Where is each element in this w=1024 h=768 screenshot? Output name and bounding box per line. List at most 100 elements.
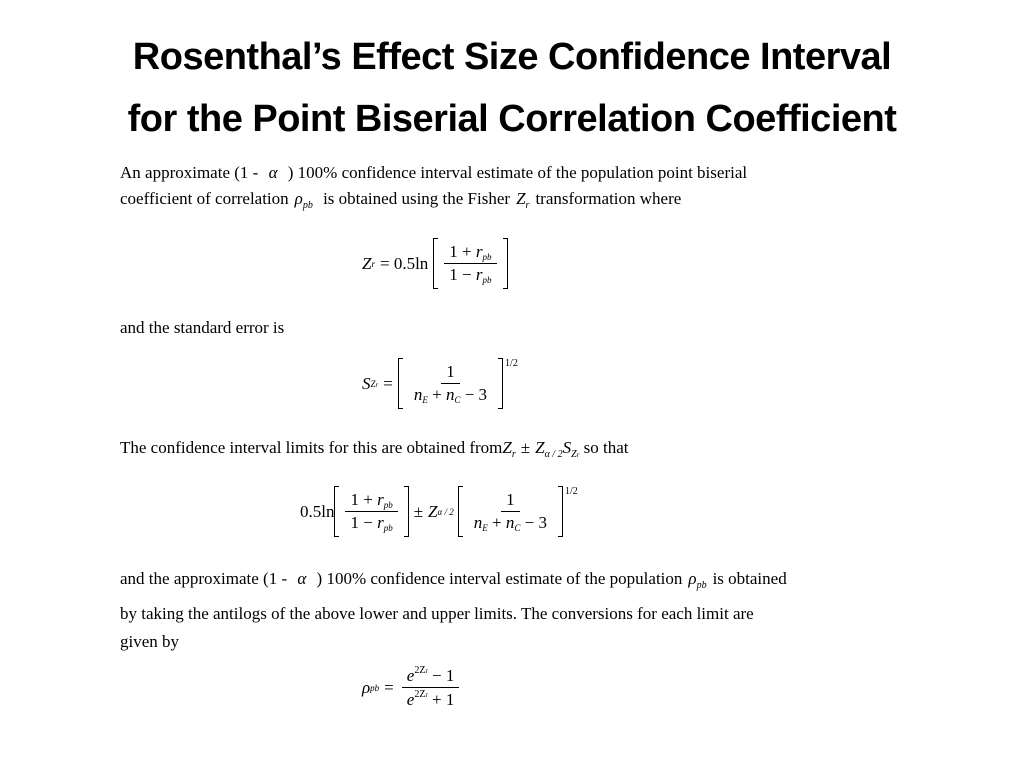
text: α <box>297 569 307 588</box>
text: r <box>375 380 379 389</box>
text: An approximate (1 - <box>120 163 263 182</box>
text: ρ <box>362 677 371 697</box>
text: Z <box>535 438 545 457</box>
text: 1 <box>501 489 520 512</box>
group: 1 + rpb <box>345 489 398 512</box>
text: 2Z <box>414 689 426 700</box>
text: is obtained using the Fisher <box>323 189 511 208</box>
text: n <box>473 513 483 532</box>
group: e2Zr + 1 <box>402 688 460 711</box>
paragraph: and the standard error is <box>120 315 284 341</box>
group: 1 − rpb <box>444 264 496 286</box>
text: r <box>511 449 516 460</box>
text: n <box>445 385 455 404</box>
text: 2Z <box>414 665 426 676</box>
text: pb <box>696 580 707 591</box>
paragraph: and the approximate (1 - α ) 100% confid… <box>120 566 787 655</box>
text: 1 − <box>449 265 472 284</box>
group: Zr <box>516 189 530 211</box>
text: r <box>475 265 483 284</box>
text: − 1 <box>432 666 455 685</box>
text: 1 <box>441 361 460 384</box>
text: e <box>406 666 415 685</box>
text: r <box>377 490 384 509</box>
text: = <box>383 373 393 393</box>
fraction: 1 nE + nC − 3 <box>469 489 552 534</box>
text: Z <box>502 438 512 457</box>
text: = 0.5ln <box>379 253 429 273</box>
group: 1 + rpb <box>444 241 497 264</box>
text: 1/2 <box>505 358 518 369</box>
text: n <box>413 385 423 404</box>
text: Z <box>370 378 376 389</box>
text: = <box>384 677 394 697</box>
text: pb <box>482 252 492 262</box>
title: for the Point Biserial Correlation Coeff… <box>127 98 897 140</box>
group: Zr <box>571 449 579 460</box>
text: r <box>576 451 580 459</box>
text: ρ <box>688 569 697 588</box>
text: pb <box>383 523 393 533</box>
group: ρpb <box>294 189 313 211</box>
text: pb <box>302 200 313 211</box>
text: Z <box>571 449 577 460</box>
group: nE + nC − 3 <box>409 384 492 406</box>
text: + <box>492 513 502 532</box>
text: C <box>454 395 461 405</box>
text: r <box>425 667 428 675</box>
fraction: 1 + rpb 1 − rpb <box>345 489 398 534</box>
text: 1 + <box>350 490 373 509</box>
text: 1 + <box>449 242 472 261</box>
text: n <box>505 513 515 532</box>
equation: ρ pb = e2Zr − 1 e2Zr + 1 <box>362 664 462 711</box>
text: transformation where <box>535 189 682 208</box>
title: Rosenthal’s Effect Size Confidence Inter… <box>132 36 892 78</box>
text: The confidence interval limits for this … <box>120 438 503 457</box>
text: S <box>562 438 572 457</box>
bracket: 1 + rpb 1 − rpb <box>433 238 508 289</box>
text: ± <box>520 438 531 457</box>
text: − 3 <box>464 385 488 404</box>
fraction: 1 + rpb 1 − rpb <box>444 241 497 286</box>
text: C <box>514 523 521 533</box>
text: e <box>406 690 415 709</box>
group: 2Zr <box>414 665 427 676</box>
text: + 1 <box>432 690 455 709</box>
group: e2Zr − 1 <box>401 664 460 688</box>
text: pb <box>383 500 393 510</box>
text: r <box>525 200 530 211</box>
text: and the approximate (1 - <box>120 569 292 588</box>
text: 1 − <box>350 513 373 532</box>
text: pb <box>482 275 492 285</box>
text: 0.5ln <box>300 501 335 521</box>
text: ± <box>413 501 424 521</box>
group: ρpb <box>688 569 707 591</box>
text: − 3 <box>524 513 547 532</box>
text: Z <box>516 189 526 208</box>
text: by taking the antilogs of the above lowe… <box>120 604 754 623</box>
group: nE + nC − 3 <box>469 512 552 534</box>
bracket: 1 + rpb 1 − rpb <box>334 486 409 537</box>
text: ρ <box>294 189 303 208</box>
text: Z <box>362 253 372 273</box>
group: 2Zr <box>414 689 427 700</box>
text: and the standard error is <box>120 318 285 337</box>
equation: S Zr = 1 nE + nC − 3 1/2 <box>362 358 518 409</box>
text: pb <box>370 682 380 693</box>
text: r <box>377 513 384 532</box>
text: r <box>425 691 428 699</box>
text: S <box>362 373 371 393</box>
text: ) 100% confidence interval estimate of t… <box>283 163 748 182</box>
text: is obtained <box>712 569 787 588</box>
text: so that <box>583 438 629 457</box>
paragraph: An approximate (1 - α ) 100% confidence … <box>120 160 747 219</box>
group: Zr <box>371 379 379 389</box>
text: coefficient of correlation <box>120 189 289 208</box>
text: E <box>482 523 488 533</box>
text: ) 100% confidence interval estimate of t… <box>312 569 683 588</box>
text: 1/2 <box>564 486 578 497</box>
bracket: 1 nE + nC − 3 <box>397 358 504 409</box>
